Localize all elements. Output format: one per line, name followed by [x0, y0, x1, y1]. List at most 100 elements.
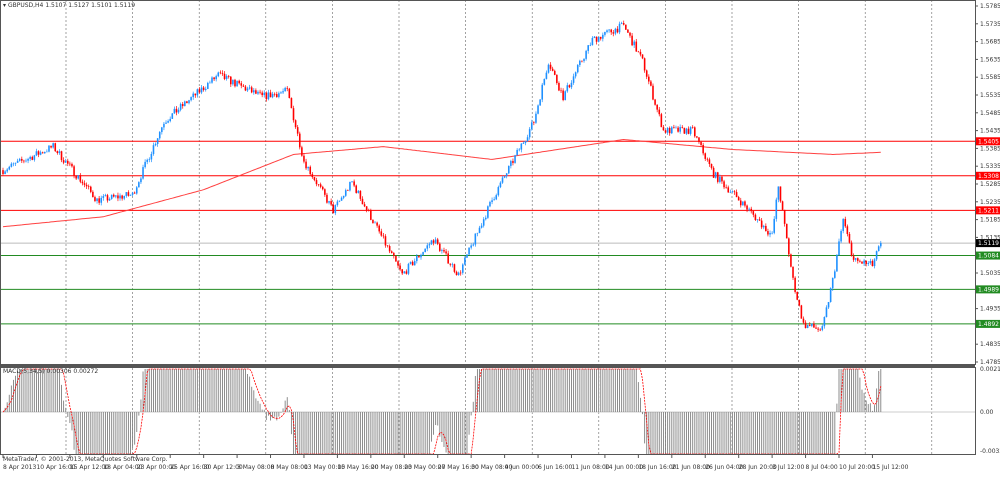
x-tick-label: 18 Jun 16:00: [638, 464, 676, 471]
candle-body: [219, 72, 222, 74]
candle-body: [33, 155, 36, 160]
candle-body: [275, 94, 278, 98]
candle-body: [631, 35, 633, 46]
candle-body: [112, 194, 115, 197]
candle-body: [169, 118, 171, 122]
candle-body: [16, 160, 19, 163]
copyright: MetaTrader, © 2001-2013, MetaQuotes Soft…: [3, 456, 168, 463]
candle-body: [351, 181, 353, 183]
candle-body: [696, 136, 698, 138]
y-tick-label: 1.5535: [980, 92, 1000, 99]
candle-body: [581, 60, 583, 62]
candle-body: [100, 197, 103, 203]
x-tick-label: 15 Apr 12:00: [70, 464, 109, 471]
candle-body: [225, 76, 228, 79]
candle-body: [242, 85, 245, 87]
candle-body: [472, 244, 475, 246]
candle-body: [604, 32, 606, 35]
x-tick-label: 15 Jul 12:00: [872, 464, 908, 471]
candle-body: [342, 195, 345, 198]
y-tick-label: 1.5685: [980, 39, 1000, 46]
candle-body: [127, 192, 130, 196]
candle-body: [700, 142, 702, 145]
candle-body: [543, 78, 546, 85]
candle-body: [652, 85, 654, 100]
candle-body: [698, 137, 700, 143]
candle-body: [836, 255, 838, 272]
candle-body: [677, 127, 679, 132]
price-tag-label: 1.5405: [978, 138, 999, 145]
x-tick-label: 8 Jul 04:00: [806, 464, 838, 471]
candle-body: [361, 198, 364, 205]
candle-body: [349, 181, 351, 191]
candle-body: [288, 88, 291, 99]
candle-body: [29, 156, 31, 159]
candle-body: [564, 91, 567, 101]
candle-body: [729, 191, 732, 193]
candle-body: [679, 127, 681, 132]
main-frame: [0, 0, 976, 365]
candle-body: [725, 187, 727, 188]
candle-body: [14, 162, 17, 164]
candle-body: [499, 182, 502, 188]
candle-body: [773, 218, 776, 233]
candle-body: [497, 187, 500, 196]
candle-body: [202, 87, 205, 90]
candle-body: [675, 127, 677, 129]
candle-body: [236, 80, 238, 87]
candle-body: [144, 161, 146, 168]
candle-body: [821, 326, 824, 330]
candle-body: [401, 269, 403, 274]
candle-body: [167, 121, 169, 123]
y-tick-label: 1.4935: [980, 306, 1000, 313]
candle-body: [428, 244, 431, 246]
candle-body: [823, 317, 826, 327]
candle-body: [96, 198, 98, 201]
candle-body: [712, 167, 715, 178]
candle-body: [662, 127, 665, 131]
price-tag-label: 1.5211: [978, 207, 999, 214]
moving-average: [2, 138, 881, 228]
candle-body: [441, 250, 443, 251]
candle-body: [746, 205, 748, 210]
candle-body: [370, 210, 372, 220]
candle-body: [549, 64, 552, 69]
candle-body: [434, 239, 437, 243]
candle-body: [457, 272, 460, 276]
candle-body: [591, 37, 594, 46]
candle-body: [620, 23, 623, 24]
y-tick-label: 1.5785: [980, 3, 1000, 10]
price-levels: 1.5405 1.5308 1.5211 1.5084 1.4989 1.4892 1.51…: [0, 137, 1000, 328]
candle-body: [702, 144, 704, 154]
candle-body: [324, 189, 326, 195]
candle-body: [407, 263, 410, 274]
candle-body: [388, 246, 391, 252]
candle-body: [246, 88, 249, 91]
candle-body: [714, 172, 717, 178]
candle-body: [27, 158, 29, 161]
candle-body: [263, 92, 266, 96]
candle-body: [453, 264, 456, 272]
chart-header: ▾ GBPUSD,H4 1.5107 1.5127 1.5101 1.5119: [3, 2, 135, 9]
candle-body: [73, 166, 75, 176]
candle-body: [413, 261, 416, 266]
candle-body: [769, 232, 771, 235]
candle-body: [85, 184, 88, 187]
candle-body: [664, 130, 667, 133]
candle-body: [610, 29, 612, 33]
candle-body: [223, 73, 226, 79]
collapse-arrow-icon[interactable]: ▾: [3, 2, 7, 9]
candle-body: [445, 251, 447, 254]
candle-body: [2, 170, 4, 175]
candle-body: [150, 153, 153, 160]
candle-body: [721, 176, 723, 182]
candle-body: [215, 76, 217, 80]
candle-body: [719, 176, 721, 182]
candle-body: [133, 192, 136, 194]
candle-body: [363, 204, 366, 207]
candle-body: [804, 322, 807, 328]
candle-body: [608, 29, 610, 31]
candle-body: [46, 151, 48, 153]
